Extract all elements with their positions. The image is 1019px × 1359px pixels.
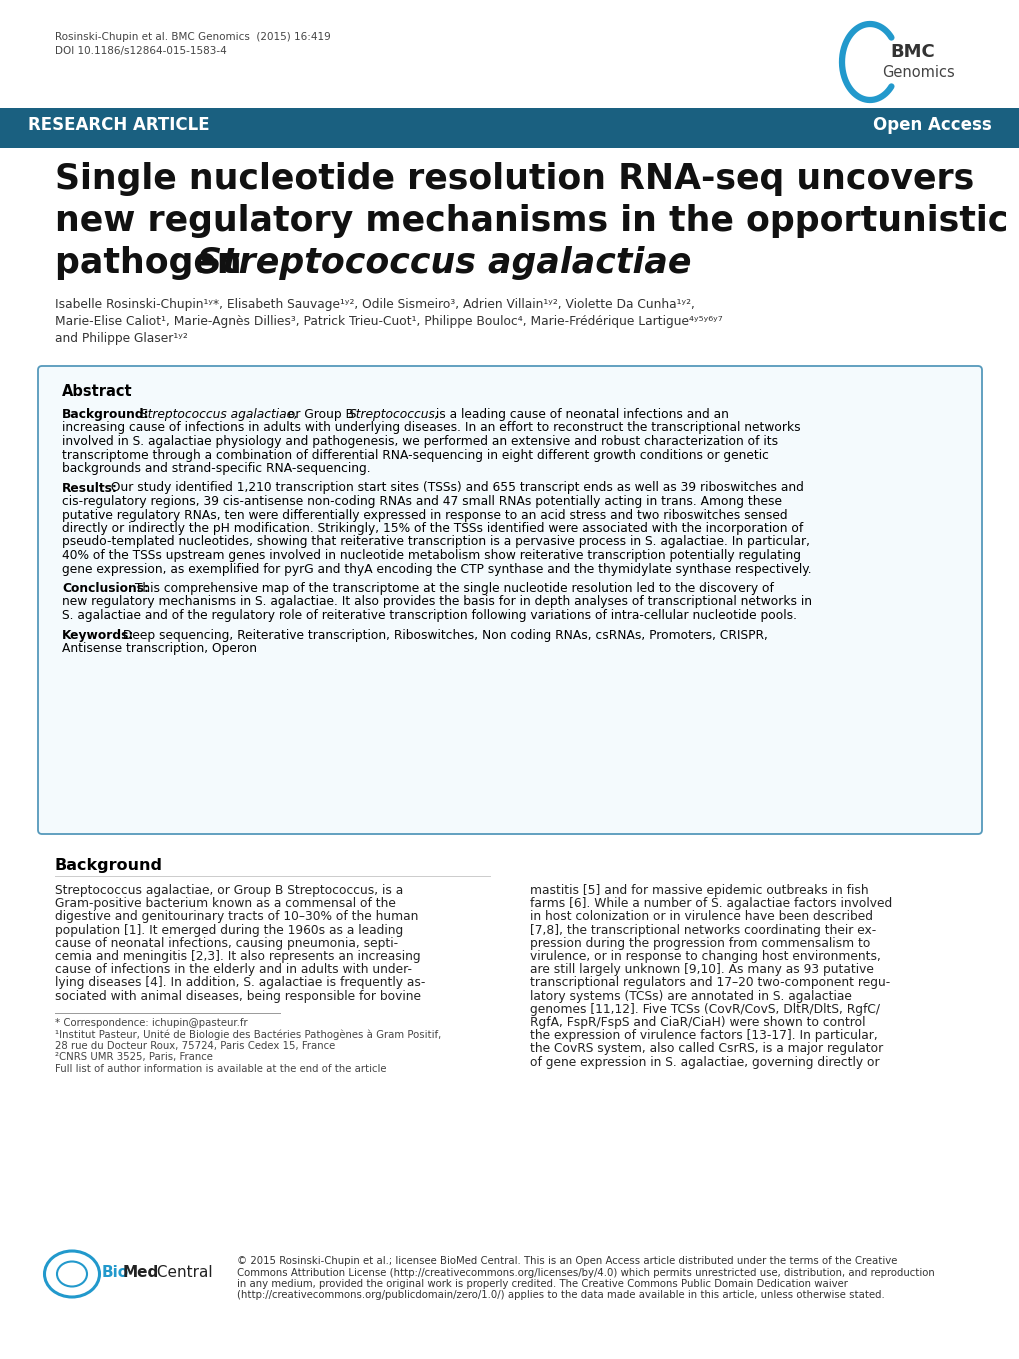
Text: Genomics: Genomics [881,65,954,80]
Text: [7,8], the transcriptional networks coordinating their ex-: [7,8], the transcriptional networks coor… [530,924,875,936]
Text: DOI 10.1186/s12864-015-1583-4: DOI 10.1186/s12864-015-1583-4 [55,46,226,56]
Text: S. agalactiae and of the regulatory role of reiterative transcription following : S. agalactiae and of the regulatory role… [62,609,796,622]
Text: © 2015 Rosinski-Chupin et al.; licensee BioMed Central. This is an Open Access a: © 2015 Rosinski-Chupin et al.; licensee … [236,1256,897,1267]
Text: Antisense transcription, Operon: Antisense transcription, Operon [62,641,257,655]
Text: involved in S. agalactiae physiology and pathogenesis, we performed an extensive: involved in S. agalactiae physiology and… [62,435,777,448]
Text: Bio: Bio [102,1265,129,1280]
Text: population [1]. It emerged during the 1960s as a leading: population [1]. It emerged during the 19… [55,924,403,936]
Text: 28 rue du Docteur Roux, 75724, Paris Cedex 15, France: 28 rue du Docteur Roux, 75724, Paris Ced… [55,1041,335,1051]
Text: pathogen: pathogen [55,246,254,280]
Text: 40% of the TSSs upstream genes involved in nucleotide metabolism show reiterativ: 40% of the TSSs upstream genes involved … [62,549,800,563]
Text: Full list of author information is available at the end of the article: Full list of author information is avail… [55,1064,386,1074]
Text: Open Access: Open Access [872,116,991,135]
Text: the CovRS system, also called CsrRS, is a major regulator: the CovRS system, also called CsrRS, is … [530,1042,882,1056]
Text: new regulatory mechanisms in the opportunistic: new regulatory mechanisms in the opportu… [55,204,1008,238]
Text: Results:: Results: [62,481,118,495]
Text: farms [6]. While a number of S. agalactiae factors involved: farms [6]. While a number of S. agalacti… [530,897,892,911]
Text: backgrounds and strand-specific RNA-sequencing.: backgrounds and strand-specific RNA-sequ… [62,462,370,476]
Text: Streptococcus agalactiae: Streptococcus agalactiae [197,246,691,280]
Text: increasing cause of infections in adults with underlying diseases. In an effort : increasing cause of infections in adults… [62,421,800,435]
Text: This comprehensive map of the transcriptome at the single nucleotide resolution : This comprehensive map of the transcript… [130,582,773,595]
Text: Streptococcus agalactiae, or Group B Streptococcus, is a: Streptococcus agalactiae, or Group B Str… [55,883,403,897]
Text: Marie-Elise Caliot¹, Marie-Agnès Dillies³, Patrick Trieu-Cuot¹, Philippe Bouloc⁴: Marie-Elise Caliot¹, Marie-Agnès Dillies… [55,315,721,328]
Text: are still largely unknown [9,10]. As many as 93 putative: are still largely unknown [9,10]. As man… [530,964,873,976]
Text: virulence, or in response to changing host environments,: virulence, or in response to changing ho… [530,950,880,964]
Text: latory systems (TCSs) are annotated in S. agalactiae: latory systems (TCSs) are annotated in S… [530,989,851,1003]
Text: Our study identified 1,210 transcription start sites (TSSs) and 655 transcript e: Our study identified 1,210 transcription… [107,481,803,495]
Text: transcriptome through a combination of differential RNA-sequencing in eight diff: transcriptome through a combination of d… [62,448,768,462]
Text: Commons Attribution License (http://creativecommons.org/licenses/by/4.0) which p: Commons Attribution License (http://crea… [236,1268,933,1277]
Text: cis-regulatory regions, 39 cis-antisense non-coding RNAs and 47 small RNAs poten: cis-regulatory regions, 39 cis-antisense… [62,495,782,508]
Text: Gram-positive bacterium known as a commensal of the: Gram-positive bacterium known as a comme… [55,897,395,911]
Text: is a leading cause of neonatal infections and an: is a leading cause of neonatal infection… [432,408,729,421]
Text: Central: Central [152,1265,212,1280]
Text: sociated with animal diseases, being responsible for bovine: sociated with animal diseases, being res… [55,989,421,1003]
Text: Conclusions:: Conclusions: [62,582,149,595]
Text: digestive and genitourinary tracts of 10–30% of the human: digestive and genitourinary tracts of 10… [55,911,418,923]
Text: Deep sequencing, Reiterative transcription, Riboswitches, Non coding RNAs, csRNA: Deep sequencing, Reiterative transcripti… [119,628,767,641]
Text: RESEARCH ARTICLE: RESEARCH ARTICLE [28,116,210,135]
Text: Single nucleotide resolution RNA-seq uncovers: Single nucleotide resolution RNA-seq unc… [55,162,973,196]
Text: in host colonization or in virulence have been described: in host colonization or in virulence hav… [530,911,872,923]
Text: BMC: BMC [890,43,933,61]
Text: Rosinski-Chupin et al. BMC Genomics  (2015) 16:419: Rosinski-Chupin et al. BMC Genomics (201… [55,33,330,42]
Text: Streptococcus,: Streptococcus, [348,408,439,421]
Text: genomes [11,12]. Five TCSs (CovR/CovS, DltR/DltS, RgfC/: genomes [11,12]. Five TCSs (CovR/CovS, D… [530,1003,879,1015]
Text: Isabelle Rosinski-Chupin¹ʸ*, Elisabeth Sauvage¹ʸ², Odile Sismeiro³, Adrien Villa: Isabelle Rosinski-Chupin¹ʸ*, Elisabeth S… [55,298,694,311]
Text: cemia and meningitis [2,3]. It also represents an increasing: cemia and meningitis [2,3]. It also repr… [55,950,420,964]
Text: putative regulatory RNAs, ten were differentially expressed in response to an ac: putative regulatory RNAs, ten were diffe… [62,508,787,522]
Text: Background:: Background: [62,408,150,421]
Text: or Group B: or Group B [283,408,358,421]
Text: ¹Institut Pasteur, Unité de Biologie des Bactéries Pathogènes à Gram Positif,: ¹Institut Pasteur, Unité de Biologie des… [55,1029,441,1040]
Text: pseudo-templated nucleotides, showing that reiterative transcription is a pervas: pseudo-templated nucleotides, showing th… [62,535,809,549]
Text: Background: Background [55,858,163,872]
Text: Keywords:: Keywords: [62,628,135,641]
Text: cause of infections in the elderly and in adults with under-: cause of infections in the elderly and i… [55,964,412,976]
Text: gene expression, as exemplified for pyrG and thyA encoding the CTP synthase and : gene expression, as exemplified for pyrG… [62,563,811,575]
Bar [0,107,1019,148]
Text: lying diseases [4]. In addition, S. agalactiae is frequently as-: lying diseases [4]. In addition, S. agal… [55,976,425,989]
Text: pression during the progression from commensalism to: pression during the progression from com… [530,936,869,950]
Text: of gene expression in S. agalactiae, governing directly or: of gene expression in S. agalactiae, gov… [530,1056,878,1068]
Text: directly or indirectly the pH modification. Strikingly, 15% of the TSSs identifi: directly or indirectly the pH modificati… [62,522,803,535]
Text: ²CNRS UMR 3525, Paris, France: ²CNRS UMR 3525, Paris, France [55,1052,213,1063]
Text: * Correspondence: ichupin@pasteur.fr: * Correspondence: ichupin@pasteur.fr [55,1018,248,1027]
Text: RgfA, FspR/FspS and CiaR/CiaH) were shown to control: RgfA, FspR/FspS and CiaR/CiaH) were show… [530,1017,865,1029]
Text: Abstract: Abstract [62,385,132,400]
Text: in any medium, provided the original work is properly credited. The Creative Com: in any medium, provided the original wor… [236,1279,847,1288]
Text: Med: Med [123,1265,159,1280]
FancyBboxPatch shape [38,366,981,834]
Ellipse shape [57,1261,87,1287]
Text: transcriptional regulators and 17–20 two-component regu-: transcriptional regulators and 17–20 two… [530,976,890,989]
Text: cause of neonatal infections, causing pneumonia, septi-: cause of neonatal infections, causing pn… [55,936,397,950]
Text: mastitis [5] and for massive epidemic outbreaks in fish: mastitis [5] and for massive epidemic ou… [530,883,868,897]
Text: Streptococcus agalactiae,: Streptococcus agalactiae, [136,408,298,421]
Text: new regulatory mechanisms in S. agalactiae. It also provides the basis for in de: new regulatory mechanisms in S. agalacti… [62,595,811,609]
Text: and Philippe Glaser¹ʸ²: and Philippe Glaser¹ʸ² [55,332,187,345]
Text: the expression of virulence factors [13-17]. In particular,: the expression of virulence factors [13-… [530,1029,877,1042]
Text: (http://creativecommons.org/publicdomain/zero/1.0/) applies to the data made ava: (http://creativecommons.org/publicdomain… [236,1291,883,1301]
